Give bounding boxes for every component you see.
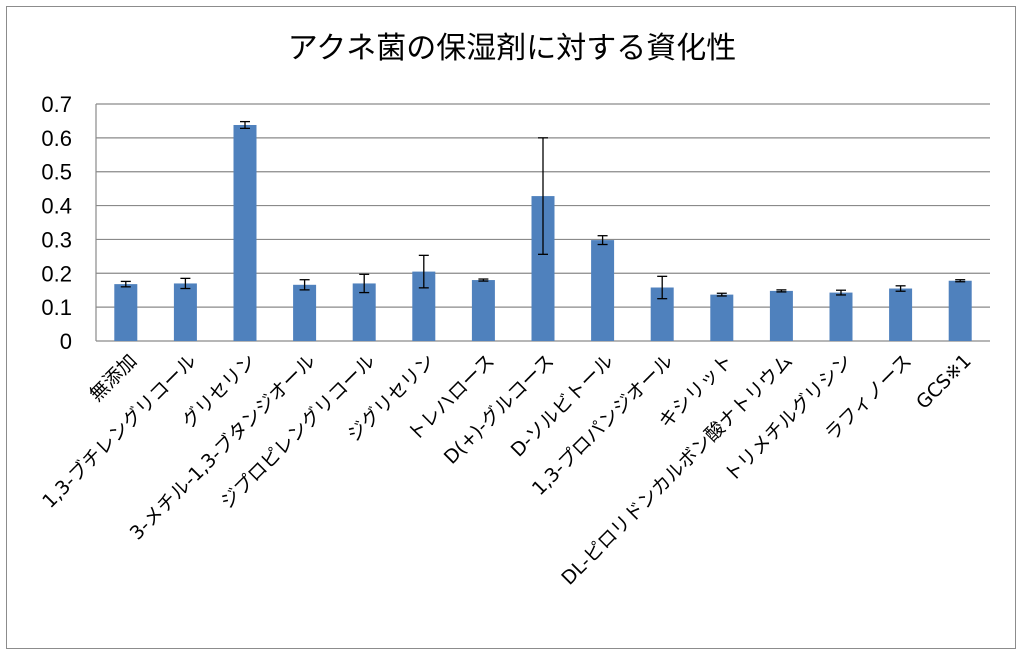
error-bar: [895, 285, 906, 292]
y-tick-label: 0.1: [41, 295, 72, 320]
y-axis-ticks: 0 0.1 0.2 0.3 0.4 0.5 0.6 0.7: [41, 92, 72, 354]
error-bar: [240, 120, 250, 130]
y-tick-label: 0.5: [41, 160, 72, 185]
bars: [114, 124, 972, 342]
bar: [173, 283, 197, 341]
x-category-label: 無添加: [85, 350, 141, 406]
bar: [889, 288, 913, 341]
bar: [412, 271, 436, 341]
error-bar: [538, 137, 548, 255]
error-bar: [597, 235, 608, 246]
y-tick-label: 0.2: [41, 261, 72, 286]
y-tick-label: 0.3: [41, 227, 72, 252]
error-bar: [180, 277, 191, 290]
error-bar: [299, 279, 310, 291]
bar: [233, 124, 257, 342]
bar: [114, 284, 138, 341]
bar: [591, 240, 615, 341]
y-tick-label: 0.7: [41, 92, 72, 117]
error-bar: [955, 279, 966, 283]
error-bar: [359, 273, 370, 294]
x-category-label: D(+)-グルコース: [440, 350, 559, 469]
error-bar: [418, 254, 429, 289]
error-bar: [776, 289, 787, 293]
bar: [471, 280, 495, 341]
x-category-label: D-ソルビトール: [507, 350, 618, 461]
bar: [352, 283, 376, 341]
bar: [829, 292, 853, 341]
bar: [531, 196, 555, 341]
y-tick-label: 0: [60, 329, 72, 354]
x-axis-labels: 無添加1,3-ブチレングリコールグリセリン3-メチル-1,3-ブタンジオールジプ…: [38, 349, 976, 589]
error-bars: [120, 120, 966, 300]
y-tick-label: 0.6: [41, 126, 72, 151]
chart-title: アクネ菌の保湿剤に対する資化性: [288, 31, 737, 66]
error-bar: [836, 289, 846, 296]
bar: [293, 284, 317, 341]
error-bar: [657, 275, 668, 300]
error-bar: [478, 278, 489, 282]
y-tick-label: 0.4: [41, 194, 72, 219]
bar: [650, 287, 674, 341]
x-category-label: GCS※1: [912, 350, 976, 414]
error-bar: [120, 280, 131, 288]
bar: [710, 294, 734, 341]
bar: [769, 290, 793, 341]
bar: [948, 280, 972, 341]
error-bar: [716, 292, 727, 297]
